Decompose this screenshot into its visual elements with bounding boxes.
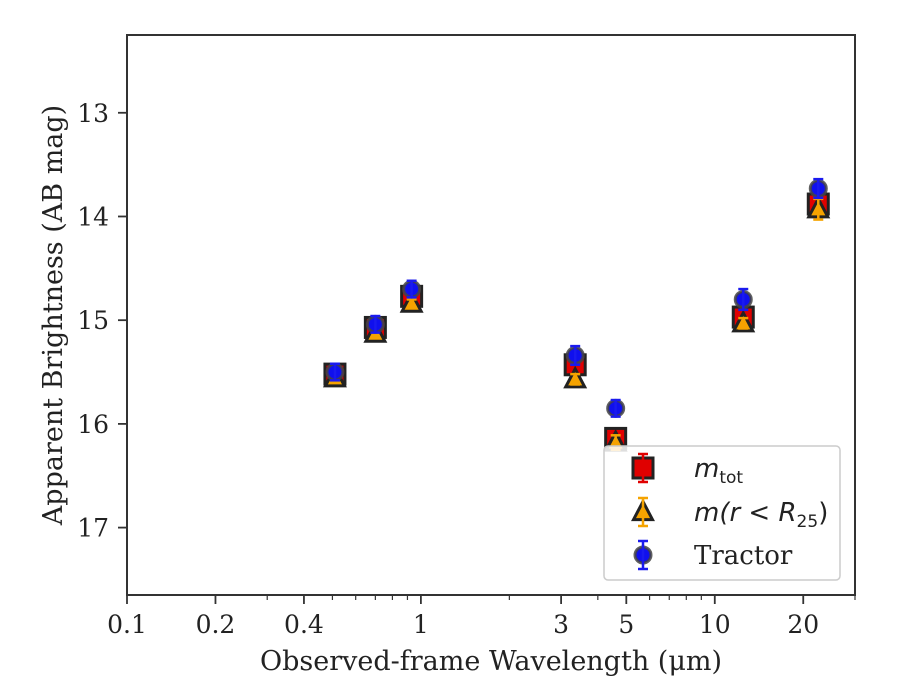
- legend-label-sub: 25: [797, 512, 819, 532]
- legend-label-text: Tractor: [694, 541, 793, 571]
- series-tractor: [325, 177, 828, 418]
- legend: mtot m(r < R25) Tractor: [603, 445, 841, 581]
- series-mtot: [323, 192, 830, 450]
- legend-label-sub: tot: [719, 468, 743, 488]
- legend-box: [603, 445, 841, 581]
- y-tick-label: 14: [77, 202, 109, 231]
- legend-label-tractor: Tractor: [694, 541, 793, 571]
- y-axis-label: Apparent Brightness (AB mag): [38, 105, 69, 526]
- marks-layer: [322, 177, 831, 452]
- legend-label-tail: ): [818, 498, 828, 528]
- x-tick-label: 5: [618, 610, 634, 639]
- legend-label-mr25: m(r < R25): [694, 498, 828, 532]
- y-tick-label: 16: [77, 410, 109, 439]
- legend-label-main: m: [694, 454, 719, 484]
- x-tick-label: 0.1: [107, 610, 147, 639]
- x-tick-label: 1: [413, 610, 429, 639]
- legend-label-main: m(r < R: [694, 498, 797, 528]
- y-tick-label: 17: [77, 514, 109, 543]
- x-tick-label: 0.4: [284, 610, 324, 639]
- x-tick-label: 0.2: [196, 610, 236, 639]
- plot-frame: [126, 34, 856, 596]
- x-tick-label: 3: [553, 610, 569, 639]
- x-tick-label: 10: [699, 610, 731, 639]
- legend-label-mtot: mtot: [694, 454, 743, 488]
- y-tick-label: 15: [77, 306, 109, 335]
- x-tick-label: 20: [787, 610, 819, 639]
- y-tick-label: 13: [77, 99, 109, 128]
- x-axis-label: Observed-frame Wavelength (μm): [260, 646, 722, 677]
